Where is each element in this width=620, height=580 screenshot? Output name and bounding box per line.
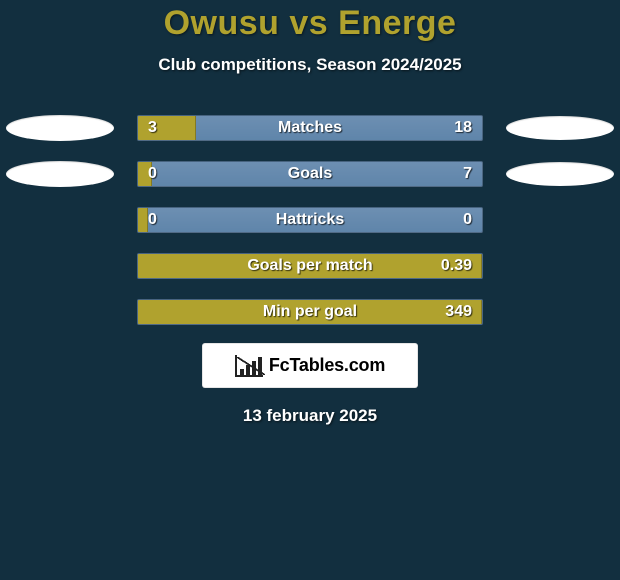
title-player-b: Energe: [338, 4, 456, 42]
fctables-chart-icon: [235, 355, 263, 377]
title-player-a: Owusu: [164, 4, 280, 42]
stat-row: Matches3 18: [0, 105, 620, 151]
stat-value-right: 0: [463, 208, 472, 232]
stat-label: Matches: [138, 116, 482, 140]
stat-label: Goals per match: [138, 254, 482, 278]
stat-label: Min per goal: [138, 300, 482, 324]
stat-row: Min per goal349: [0, 289, 620, 335]
player-a-avatar: [6, 161, 114, 187]
stat-bar: Hattricks0 0: [137, 207, 483, 233]
player-b-avatar: [506, 162, 614, 186]
stat-rows: Matches318Goals07Hattricks00Goals per ma…: [0, 105, 620, 335]
stat-value-left: 3: [148, 116, 157, 140]
stat-value-left: 0: [148, 208, 157, 232]
title-vs: vs: [289, 4, 328, 42]
player-b-avatar: [506, 116, 614, 140]
stat-value-right: 349: [445, 300, 472, 324]
stat-value-right: 18: [454, 116, 472, 140]
logo-box: FcTables.com: [202, 343, 418, 388]
page-title: Owusu vs Energe: [0, 4, 620, 43]
logo-text: FcTables.com: [269, 355, 385, 376]
stat-value-left: 0: [148, 162, 157, 186]
stat-label: Goals: [138, 162, 482, 186]
stat-value-right: 0.39: [441, 254, 472, 278]
stat-row: Goals0 7: [0, 151, 620, 197]
comparison-infographic: Owusu vs Energe Club competitions, Seaso…: [0, 0, 620, 580]
stat-bar: Goals per match0.39: [137, 253, 483, 279]
stat-row: Goals per match0.39: [0, 243, 620, 289]
player-a-avatar: [6, 115, 114, 141]
stat-bar: Goals0 7: [137, 161, 483, 187]
comparison-date: 13 february 2025: [0, 406, 620, 426]
stat-row: Hattricks0 0: [0, 197, 620, 243]
stat-bar: Min per goal349: [137, 299, 483, 325]
subtitle: Club competitions, Season 2024/2025: [0, 55, 620, 75]
stat-bar: Matches3 18: [137, 115, 483, 141]
stat-label: Hattricks: [138, 208, 482, 232]
stat-value-right: 7: [463, 162, 472, 186]
